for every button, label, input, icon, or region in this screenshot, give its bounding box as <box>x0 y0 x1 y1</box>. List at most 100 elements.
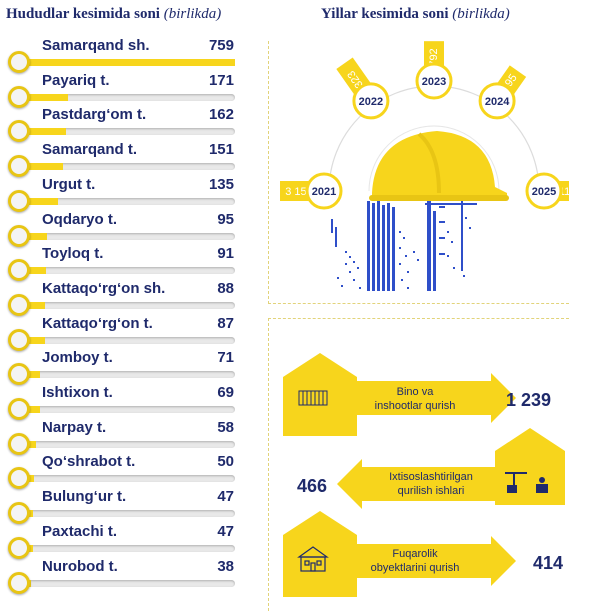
bar-track <box>20 510 235 518</box>
helmet-icon <box>369 131 509 201</box>
bar-fill <box>20 59 235 66</box>
year-label: 2021 <box>312 186 336 198</box>
region-value: 151 <box>208 141 234 159</box>
works-panel: Bino va inshootlar qurish Ixtisoslashtir… <box>268 318 569 611</box>
region-label: Oqdaryo t. <box>42 210 118 228</box>
region-value: 91 <box>217 245 234 263</box>
bar-knob <box>8 536 30 559</box>
bar-fill <box>20 336 45 344</box>
region-label: Kattaqo‘rg‘on sh. <box>42 279 166 297</box>
item1-line2: inshootlar qurish <box>375 400 456 412</box>
arrow-left-2 <box>337 459 498 509</box>
bar-track <box>20 336 235 344</box>
year-badge <box>415 62 453 100</box>
bar-track <box>20 128 235 136</box>
region-label: Paxtachi t. <box>42 522 118 540</box>
region-label: Toyloq t. <box>42 245 104 263</box>
bar-fill <box>20 267 46 275</box>
region-value: 162 <box>208 106 234 124</box>
house-icon <box>297 546 329 572</box>
region-value: 69 <box>217 384 234 401</box>
bar-knob <box>8 51 30 73</box>
region-row: Pastdarg‘om t. 162 <box>0 106 250 143</box>
region-row: Bulung‘ur t. 47 <box>0 488 250 525</box>
bar-knob <box>8 571 30 594</box>
item3-line1: Fuqarolik <box>392 548 438 560</box>
region-value: 759 <box>208 37 234 54</box>
bar-track <box>20 93 235 101</box>
region-row: Jomboy t. 71 <box>0 349 250 386</box>
region-row: Payariq t. 171 <box>0 71 250 108</box>
bar-fill <box>20 128 66 136</box>
bar-fill <box>20 197 59 205</box>
bar-knob <box>8 467 30 490</box>
region-label: Samarqand sh. <box>42 37 150 54</box>
region-value: 171 <box>208 71 234 89</box>
region-row: Kattaqo‘rg‘on sh. 88 <box>0 279 250 316</box>
year-badge <box>525 172 563 210</box>
region-row: Oqdaryo t. 95 <box>0 210 250 247</box>
bar-knob <box>8 155 30 178</box>
region-row: Urgut t. 135 <box>0 175 250 212</box>
region-row: Kattaqo‘rg‘on t. 87 <box>0 314 250 351</box>
years-chart-title: Yillar kesimida soni (birlikda) <box>321 6 510 23</box>
region-label: Kattaqo‘rg‘on t. <box>42 314 153 332</box>
regions-chart-title: Hududlar kesimida soni (birlikda) <box>6 6 221 23</box>
year-label: 2022 <box>359 96 383 108</box>
region-label: Jomboy t. <box>42 349 113 367</box>
region-row: Qo‘shrabot t. 50 <box>0 453 250 490</box>
region-label: Urgut t. <box>42 175 96 193</box>
item1-line1: Bino va <box>397 386 435 398</box>
house-card-1 <box>283 353 357 436</box>
region-value: 88 <box>217 279 234 297</box>
region-value: 71 <box>217 349 234 367</box>
bar-knob <box>8 293 30 316</box>
city-skyline-icon <box>331 199 477 291</box>
region-label: Ishtixon t. <box>42 384 113 401</box>
item3-line2: obyektlarini qurish <box>371 562 460 574</box>
region-label: Bulung‘ur t. <box>42 488 127 506</box>
bar-fill <box>20 371 41 379</box>
bar-knob <box>8 398 30 420</box>
region-row: Samarqand sh. 759 <box>0 37 250 73</box>
crane-worker-icon <box>505 472 548 493</box>
region-row: Ishtixon t. 69 <box>0 384 250 420</box>
year-badge <box>305 172 343 210</box>
regions-title-text: Hududlar kesimida soni <box>6 6 160 22</box>
region-row: Toyloq t. 91 <box>0 245 250 282</box>
bar-track <box>20 232 235 240</box>
bar-track <box>20 475 235 483</box>
arrow-right-1 <box>353 373 516 423</box>
bar-track <box>20 544 235 552</box>
region-value: 58 <box>217 418 234 436</box>
work-value-label: 1 239 <box>506 390 551 410</box>
bar-track <box>20 163 235 171</box>
bar-knob <box>8 502 30 525</box>
bar-fill <box>20 163 63 171</box>
works-chart: Bino va inshootlar qurish Ixtisoslashtir… <box>283 353 565 597</box>
region-row: Samarqand t. 151 <box>0 141 250 178</box>
region-value: 87 <box>217 314 234 332</box>
bar-fill <box>20 93 69 101</box>
year-label: 2024 <box>485 96 510 108</box>
region-label: Qo‘shrabot t. <box>42 453 136 471</box>
bar-knob <box>8 224 30 247</box>
years-unit-text: (birlikda) <box>452 6 510 22</box>
bar-knob <box>8 120 30 143</box>
bar-knob <box>8 85 30 108</box>
bar-track <box>20 197 235 205</box>
bar-fill <box>20 301 45 309</box>
bar-fill <box>20 232 47 240</box>
years-title-text: Yillar kesimida soni <box>321 6 449 22</box>
year-label: 2023 <box>422 76 446 88</box>
region-value: 95 <box>217 210 234 228</box>
item2-line2: qurilish ishlari <box>398 485 465 497</box>
region-label: Pastdarg‘om t. <box>42 106 147 124</box>
bar-track <box>20 371 235 379</box>
bar-knob <box>8 259 30 282</box>
year-label: 2025 <box>532 186 556 198</box>
